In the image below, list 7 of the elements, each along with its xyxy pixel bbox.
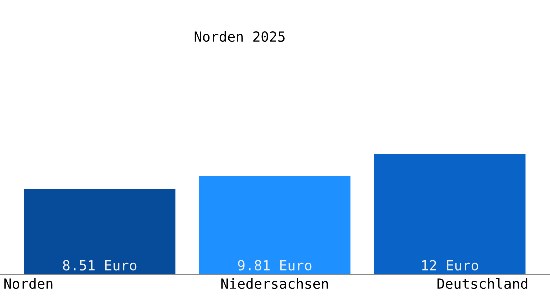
data-label: 12 Euro: [422, 260, 478, 271]
x-tick-label: Norden: [4, 278, 53, 290]
x-tick-label: Deutschland: [438, 278, 528, 290]
x-tick-label: Niedersachsen: [222, 278, 328, 290]
data-label: 8.51 Euro: [63, 260, 137, 271]
data-label: 9.81 Euro: [238, 260, 312, 271]
chart-title: Norden 2025: [194, 31, 285, 42]
